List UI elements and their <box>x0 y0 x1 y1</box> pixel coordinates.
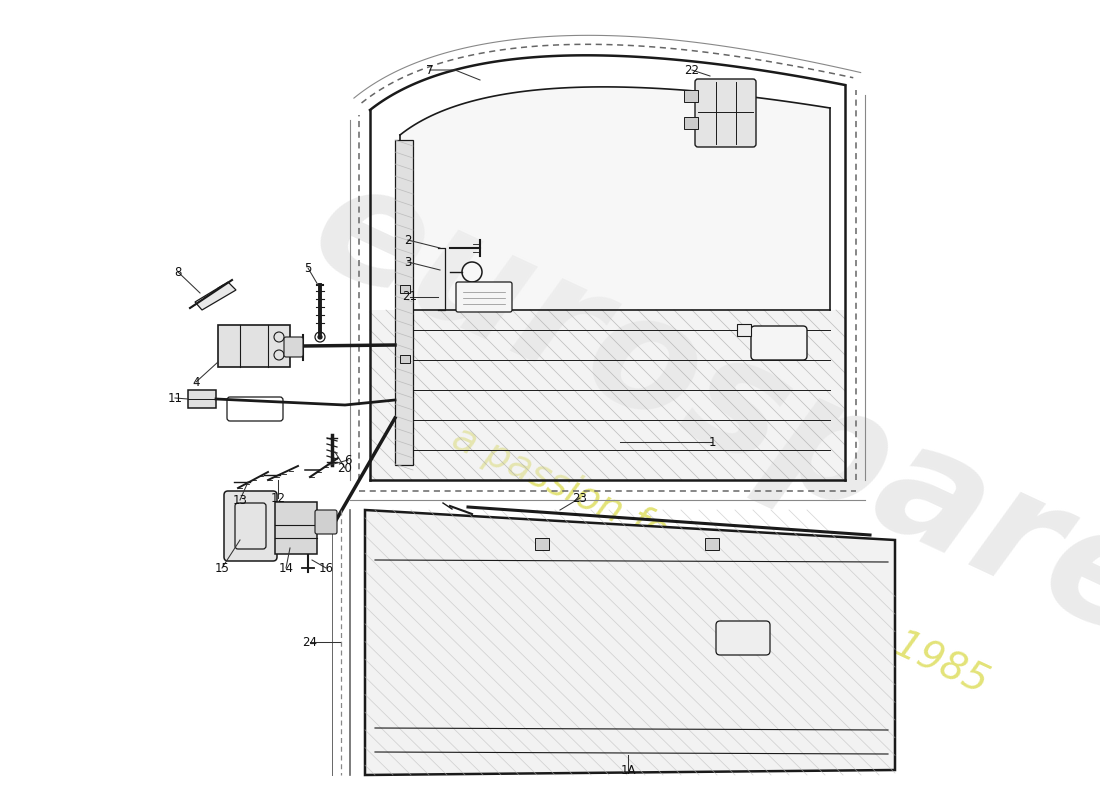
Text: 5: 5 <box>305 262 311 274</box>
FancyBboxPatch shape <box>751 326 807 360</box>
Circle shape <box>318 335 322 339</box>
Polygon shape <box>195 282 236 310</box>
Text: 4: 4 <box>192 375 200 389</box>
Text: 20: 20 <box>338 462 352 474</box>
Bar <box>400 285 410 293</box>
Text: 16: 16 <box>319 562 333 574</box>
Text: 11: 11 <box>167 391 183 405</box>
Bar <box>684 117 699 129</box>
FancyBboxPatch shape <box>716 621 770 655</box>
Text: 13: 13 <box>232 494 248 506</box>
Text: 12: 12 <box>271 491 286 505</box>
Text: 14: 14 <box>278 562 294 574</box>
FancyBboxPatch shape <box>315 510 337 534</box>
FancyBboxPatch shape <box>224 491 277 561</box>
Bar <box>188 390 216 408</box>
Text: 3: 3 <box>405 255 411 269</box>
Bar <box>370 310 845 480</box>
Bar <box>400 355 410 363</box>
Bar <box>684 90 699 102</box>
Bar <box>737 324 751 336</box>
Text: 23: 23 <box>573 491 587 505</box>
Text: a passion for parts since 1985: a passion for parts since 1985 <box>446 418 994 702</box>
Text: 6: 6 <box>344 454 352 466</box>
Bar <box>705 538 719 550</box>
Text: 1A: 1A <box>620 763 636 777</box>
FancyBboxPatch shape <box>456 282 512 312</box>
Bar <box>395 140 412 465</box>
Bar <box>275 502 317 554</box>
Text: 24: 24 <box>302 635 318 649</box>
Bar <box>218 325 290 367</box>
Polygon shape <box>400 87 830 310</box>
Text: 1: 1 <box>708 435 716 449</box>
Text: 21: 21 <box>403 290 418 303</box>
Text: 7: 7 <box>427 63 433 77</box>
Bar <box>535 538 549 550</box>
FancyBboxPatch shape <box>695 79 756 147</box>
Text: 2: 2 <box>405 234 411 246</box>
FancyBboxPatch shape <box>284 337 302 357</box>
Text: 22: 22 <box>684 63 700 77</box>
Text: eurospares: eurospares <box>289 146 1100 714</box>
Text: 15: 15 <box>214 562 230 574</box>
Polygon shape <box>365 510 895 775</box>
Text: 8: 8 <box>174 266 182 278</box>
